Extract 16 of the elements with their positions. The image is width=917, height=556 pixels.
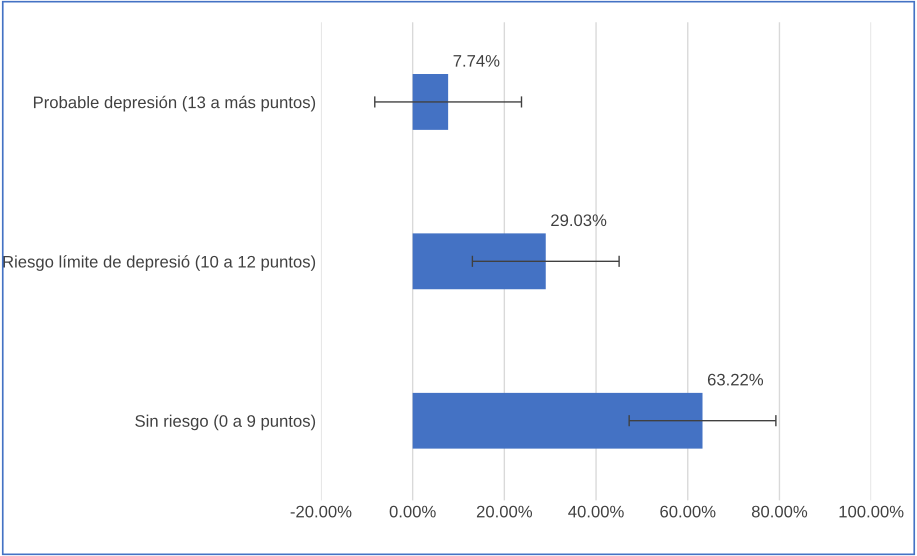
y-tick-label: Sin riesgo (0 a 9 puntos) (135, 414, 316, 430)
x-tick-label: 0.00% (390, 506, 436, 518)
x-tick-label: -20.00% (290, 506, 352, 518)
x-tick-label: 100.00% (840, 506, 904, 518)
data-label: 29.03% (551, 214, 606, 226)
x-tick-label: 20.00% (476, 506, 532, 518)
data-label: 7.74% (454, 55, 500, 67)
bar (412, 392, 703, 449)
bar (412, 233, 546, 290)
y-tick-label: Riesgo límite de depresió (10 a 12 puntos) (3, 255, 316, 271)
x-tick-label: 60.00% (660, 506, 716, 518)
x-tick-label: 80.00% (752, 506, 808, 518)
x-tick-label: 40.00% (568, 506, 624, 518)
y-tick-label: Probable depresión (13 a más puntos) (34, 96, 316, 112)
bar (412, 74, 448, 130)
data-label: 63.22% (708, 374, 764, 386)
